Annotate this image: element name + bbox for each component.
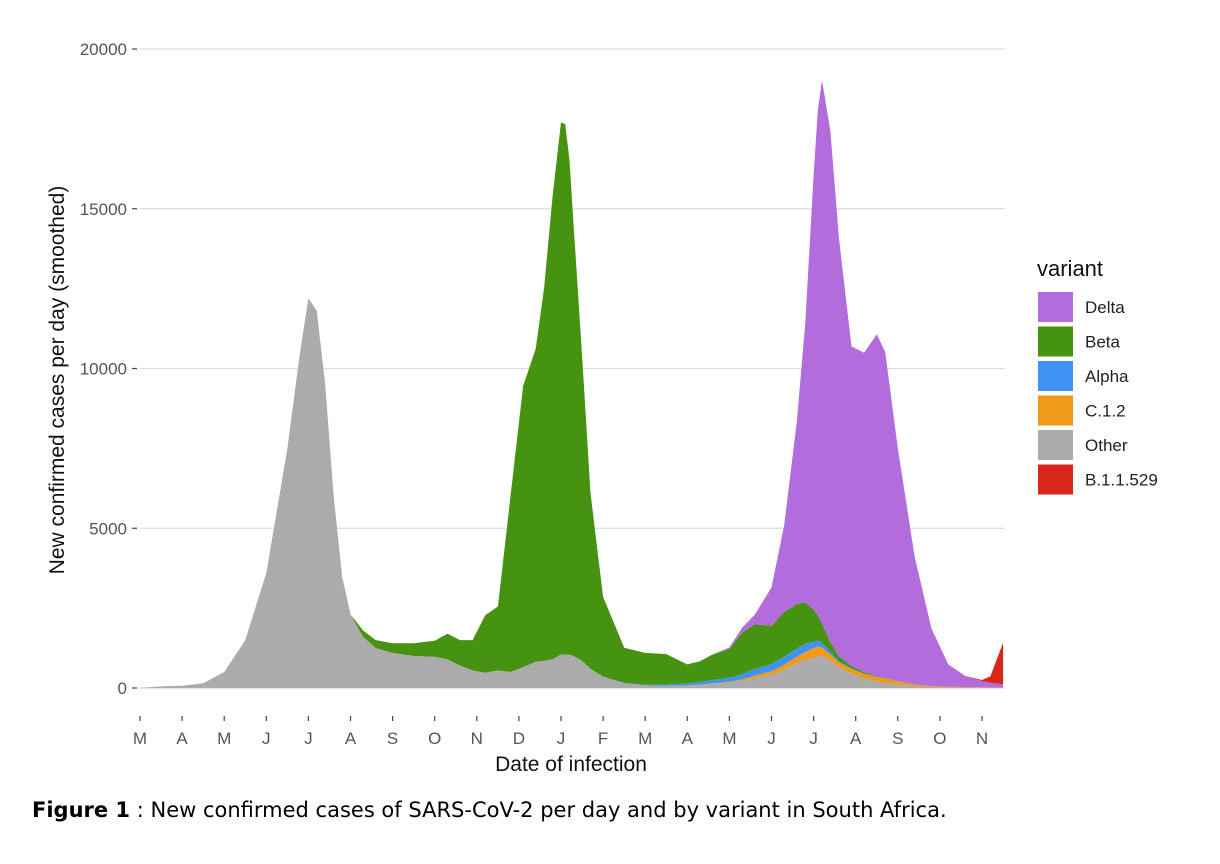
x-tick-label: M: [133, 729, 147, 748]
legend-label: Other: [1085, 436, 1128, 455]
x-tick-label: M: [217, 729, 231, 748]
legend-swatch-beta: [1038, 326, 1073, 357]
x-tick-label: D: [513, 729, 525, 748]
x-tick-label: A: [176, 729, 188, 748]
x-axis-title: Date of infection: [495, 753, 647, 776]
y-tick-label: 20000: [80, 40, 127, 59]
x-tick-label: A: [345, 729, 357, 748]
legend-swatch-delta: [1038, 292, 1073, 322]
x-tick-label: O: [933, 729, 946, 748]
x-tick-label: O: [428, 729, 441, 748]
caption-label: Figure 1: [32, 798, 131, 822]
legend: variant Delta Beta Alpha C.1.2 Other B.1.1.52…: [1037, 256, 1158, 495]
y-axis: 0 5000 10000 15000 20000: [80, 40, 137, 698]
x-tick-label: F: [598, 729, 608, 748]
legend-label: B.1.1.529: [1085, 471, 1158, 490]
y-tick-label: 15000: [80, 200, 127, 219]
legend-swatch-alpha: [1038, 361, 1073, 391]
legend-label: Beta: [1085, 333, 1121, 352]
legend-swatch-b-1-1-529: [1038, 464, 1073, 495]
x-tick-label: S: [387, 729, 398, 748]
x-tick-label: J: [304, 729, 313, 748]
legend-swatch-other: [1038, 430, 1073, 460]
legend-swatch-c-1-2: [1038, 395, 1073, 426]
y-axis-title: New confirmed cases per day (smoothed): [46, 186, 69, 575]
x-tick-label: J: [262, 729, 271, 748]
y-tick-label: 5000: [89, 519, 127, 538]
x-tick-label: N: [976, 729, 988, 748]
area-delta: [140, 80, 1004, 689]
chart: 0 5000 10000 15000 20000 M A M J J A S O N D J F M A M J J A S…: [46, 40, 1158, 776]
x-tick-label: N: [471, 729, 483, 748]
y-tick-label: 0: [118, 679, 127, 698]
y-tick-label: 10000: [80, 360, 127, 379]
x-tick-label: M: [722, 729, 736, 748]
x-tick-label: S: [892, 729, 903, 748]
areas: [140, 80, 1004, 689]
x-tick-label: J: [767, 729, 776, 748]
legend-title: variant: [1037, 256, 1103, 281]
x-tick-label: A: [682, 729, 694, 748]
area-other: [140, 298, 1004, 688]
x-tick-label: M: [638, 729, 652, 748]
legend-label: Alpha: [1085, 367, 1129, 386]
x-tick-label: A: [850, 729, 862, 748]
x-tick-label: J: [809, 729, 818, 748]
figure-caption: Figure 1 : New confirmed cases of SARS-C…: [32, 798, 947, 822]
area-beta: [140, 122, 1004, 688]
caption-text: : New confirmed cases of SARS-CoV-2 per …: [130, 798, 947, 822]
legend-label: C.1.2: [1085, 402, 1126, 421]
legend-label: Delta: [1085, 298, 1125, 317]
x-tick-label: J: [557, 729, 566, 748]
